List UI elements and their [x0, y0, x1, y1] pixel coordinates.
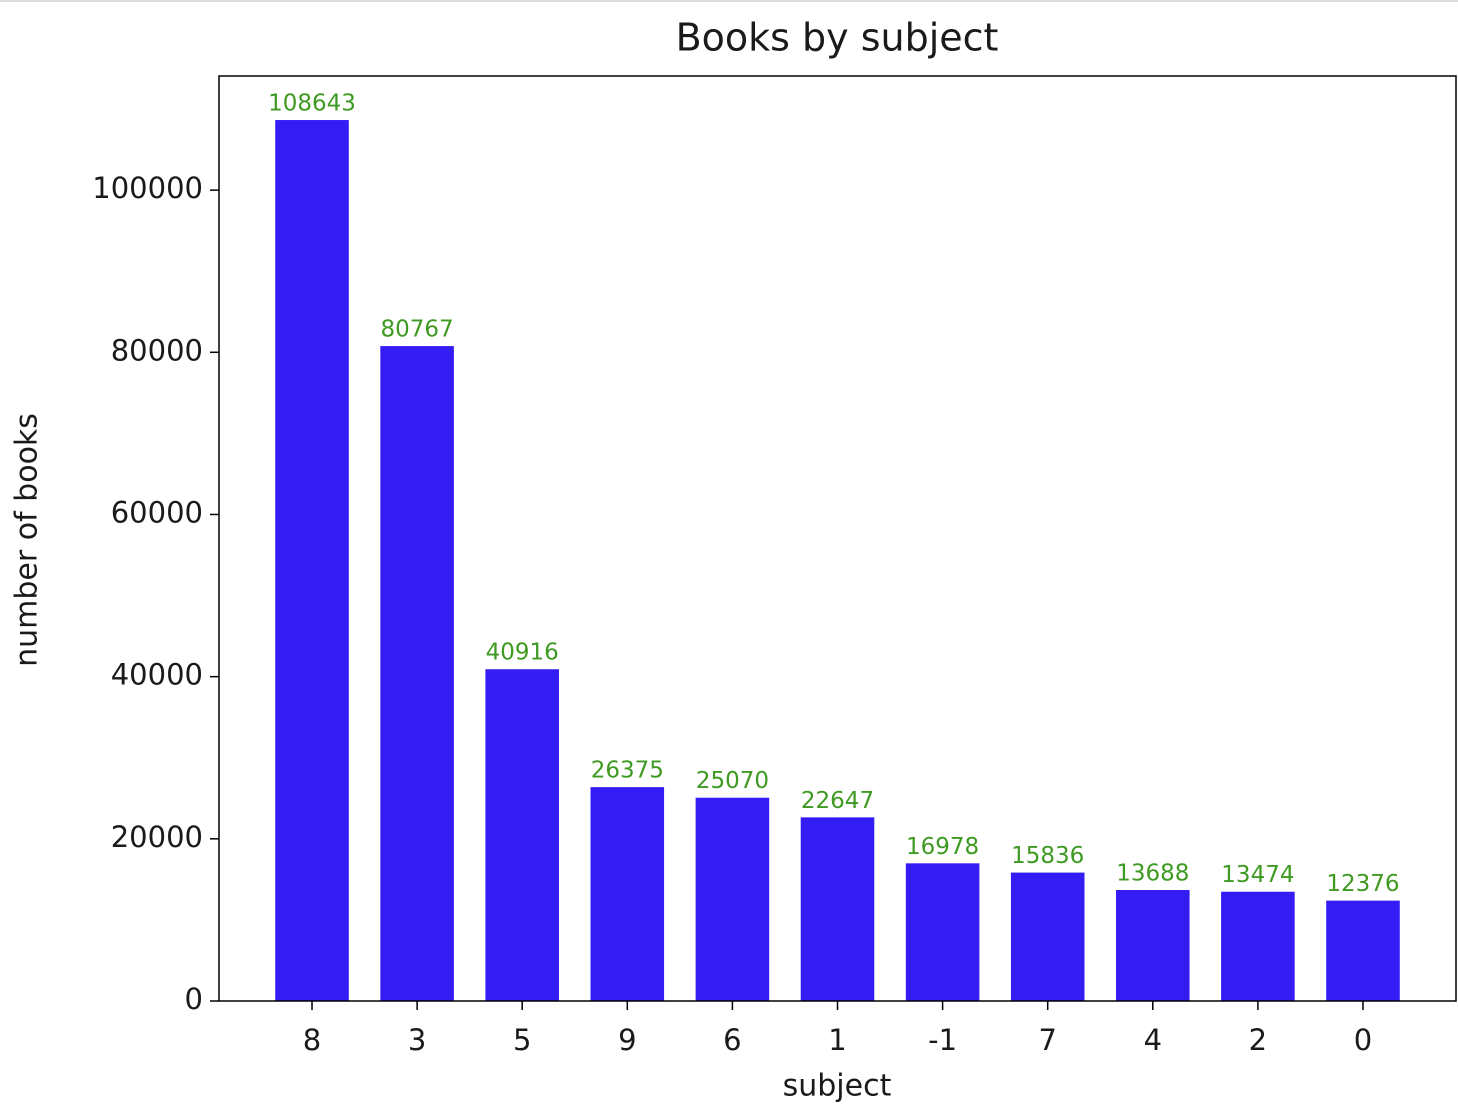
y-tick-label: 100000: [92, 171, 203, 205]
x-tick-label: 6: [723, 1023, 741, 1057]
value-label: 80767: [381, 317, 454, 343]
value-label: 13688: [1116, 861, 1189, 887]
x-tick-label: 5: [513, 1023, 531, 1057]
x-tick-label: 8: [303, 1023, 321, 1057]
x-tick-label: 7: [1038, 1023, 1056, 1057]
value-label: 12376: [1326, 871, 1399, 897]
bar: [1116, 890, 1190, 1001]
bar: [800, 817, 875, 1001]
x-tick-label: 1: [828, 1023, 846, 1057]
bar: [485, 669, 559, 1001]
x-tick-label: 2: [1249, 1023, 1267, 1057]
x-tick-label: -1: [928, 1023, 957, 1057]
bar: [380, 346, 454, 1001]
y-tick-label: 40000: [111, 658, 203, 692]
x-tick-label: 9: [618, 1023, 636, 1057]
bar: [905, 863, 980, 1001]
y-tick-label: 80000: [111, 333, 203, 367]
bar: [695, 797, 770, 1001]
x-axis-label: subject: [783, 1069, 892, 1104]
x-tick-label: 4: [1144, 1023, 1162, 1057]
value-label: 13474: [1221, 862, 1294, 888]
value-label: 108643: [268, 91, 356, 117]
bar: [275, 120, 349, 1002]
plot-frame: [218, 75, 1457, 1002]
y-axis-label: number of books: [10, 413, 45, 667]
bar: [590, 787, 665, 1001]
bar: [1221, 891, 1295, 1001]
value-label: 15836: [1011, 843, 1084, 869]
value-label: 40916: [486, 640, 559, 666]
chart-title: Books by subject: [676, 16, 999, 60]
value-label: 16978: [906, 834, 979, 860]
x-tick-label: 3: [408, 1023, 426, 1057]
x-tick-label: 0: [1354, 1023, 1372, 1057]
value-label: 22647: [801, 788, 874, 814]
bar: [1326, 900, 1400, 1001]
y-tick-label: 20000: [111, 820, 203, 854]
y-tick-label: 0: [185, 982, 203, 1016]
bar: [1010, 872, 1085, 1001]
y-tick-label: 60000: [111, 495, 203, 529]
value-label: 25070: [696, 768, 769, 794]
value-label: 26375: [591, 758, 664, 784]
